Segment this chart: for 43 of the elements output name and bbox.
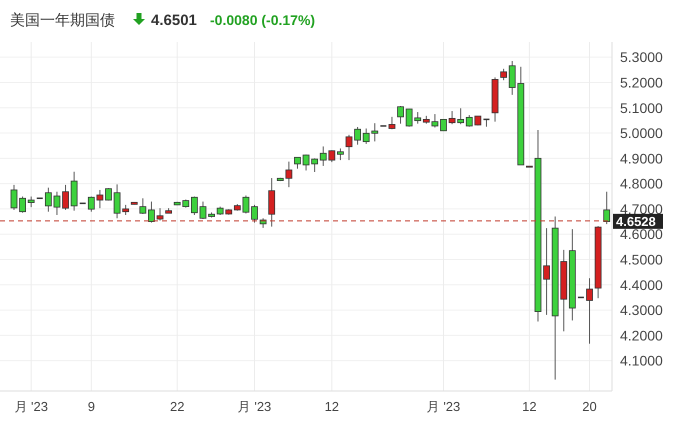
chart-subtitle: 4.6501 xyxy=(151,12,197,29)
y-tick-label: 4.5000 xyxy=(620,251,664,268)
y-tick-label: 4.6000 xyxy=(620,226,664,242)
x-tick-label: 12 xyxy=(324,399,340,414)
candlestick xyxy=(328,150,336,163)
y-tick-label: 4.9000 xyxy=(620,150,664,166)
x-tick-label: 12 xyxy=(522,399,537,414)
y-tick-label: 4.3000 xyxy=(620,302,664,318)
y-tick-label: 4.2000 xyxy=(620,327,664,344)
x-tick-label: 月 '23 xyxy=(238,399,272,414)
candlestick xyxy=(28,196,35,208)
y-tick-label: 5.2000 xyxy=(620,74,664,90)
y-tick-label: 4.8000 xyxy=(620,176,664,192)
x-tick-label: 月 '23 xyxy=(426,399,460,414)
y-tick-label: 5.3000 xyxy=(620,49,664,66)
candlestick xyxy=(603,191,610,225)
candlestick xyxy=(586,278,593,344)
y-tick-label: 4.1000 xyxy=(620,352,664,369)
candlestick xyxy=(362,128,370,144)
candlestick xyxy=(122,204,130,216)
candlestick xyxy=(388,116,396,130)
text: -0.0080 (-0.17%) xyxy=(210,12,316,28)
y-tick-label: 5.1000 xyxy=(620,100,664,116)
candlestick xyxy=(482,118,490,128)
chart-title: 美国一年期国债 xyxy=(10,12,115,29)
candlestick xyxy=(414,112,422,124)
candlestick xyxy=(457,108,464,125)
candlestick xyxy=(508,60,516,96)
candlestick xyxy=(320,146,327,166)
y-tick-label: 5.0000 xyxy=(620,125,664,142)
candlestick xyxy=(285,161,292,188)
x-tick-label: 22 xyxy=(170,399,184,414)
x-tick-label: 9 xyxy=(88,399,95,414)
candlestick xyxy=(500,68,508,81)
candlestick xyxy=(371,122,378,142)
candlestick xyxy=(268,178,276,228)
candlestick xyxy=(139,198,146,214)
x-tick-label: 月 '23 xyxy=(14,399,48,414)
candlestick xyxy=(474,116,482,126)
candlestick xyxy=(337,148,344,161)
x-tick-label: 20 xyxy=(582,399,597,414)
candlestick xyxy=(88,196,95,212)
y-tick-label: 4.4000 xyxy=(620,276,664,293)
